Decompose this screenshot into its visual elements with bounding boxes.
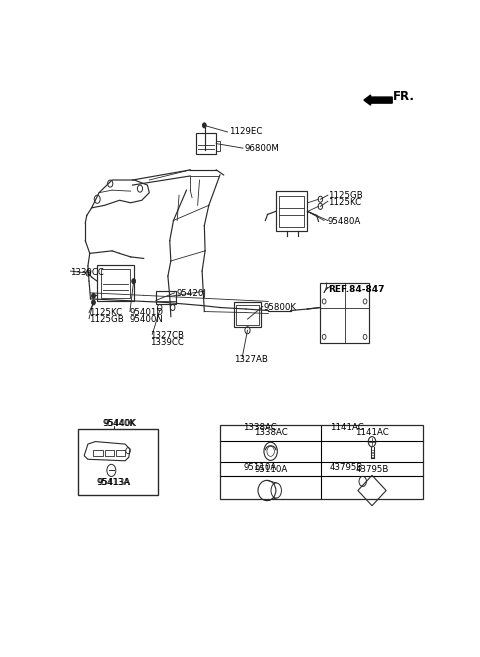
Text: 1338AC: 1338AC [243,423,277,432]
Text: 1339CC: 1339CC [71,267,104,277]
FancyArrow shape [364,95,392,105]
Text: 95800K: 95800K [264,303,297,312]
Text: 95480A: 95480A [328,217,361,226]
Bar [105,450,114,456]
Bar [234,302,261,327]
Bar [276,191,307,231]
Text: 95110A: 95110A [243,463,277,472]
Text: 1125KC: 1125KC [328,198,361,207]
Circle shape [92,293,96,298]
Bar [78,429,158,495]
Bar [321,283,369,343]
Text: 1125GB: 1125GB [328,191,362,200]
Bar [220,425,423,499]
Text: 1129EC: 1129EC [229,127,263,137]
Text: 1141AC: 1141AC [355,428,389,438]
Text: 43795B: 43795B [330,463,363,472]
Bar [94,450,103,456]
Text: 1125KC: 1125KC [89,308,122,317]
Text: 95400N: 95400N [130,315,164,324]
Circle shape [92,300,96,305]
Text: 1125GB: 1125GB [89,315,124,324]
Bar [216,141,220,150]
Circle shape [203,123,206,128]
Text: FR.: FR. [393,90,415,103]
Text: 1327CB: 1327CB [150,331,184,340]
Text: 95440K: 95440K [103,419,136,428]
Text: 95401D: 95401D [130,308,164,317]
Text: 95420J: 95420J [176,289,206,298]
Bar [279,196,304,227]
Text: 95413A: 95413A [96,478,130,487]
Text: 1338AC: 1338AC [254,428,288,438]
Bar [116,450,125,456]
Text: 95413A: 95413A [97,478,131,487]
Bar [196,133,216,154]
Text: 95110A: 95110A [254,464,287,474]
Bar [101,269,130,298]
Text: 95440K: 95440K [104,419,137,428]
Circle shape [132,279,135,284]
Text: 43795B: 43795B [355,464,389,474]
Bar [236,306,259,325]
Text: 1141AC: 1141AC [330,423,363,432]
Text: REF.84-847: REF.84-847 [328,284,384,294]
Bar [156,291,177,304]
Text: 1327AB: 1327AB [234,355,268,364]
Bar [97,265,133,302]
Text: 96800M: 96800M [244,144,279,153]
Text: 1339CC: 1339CC [150,338,184,348]
